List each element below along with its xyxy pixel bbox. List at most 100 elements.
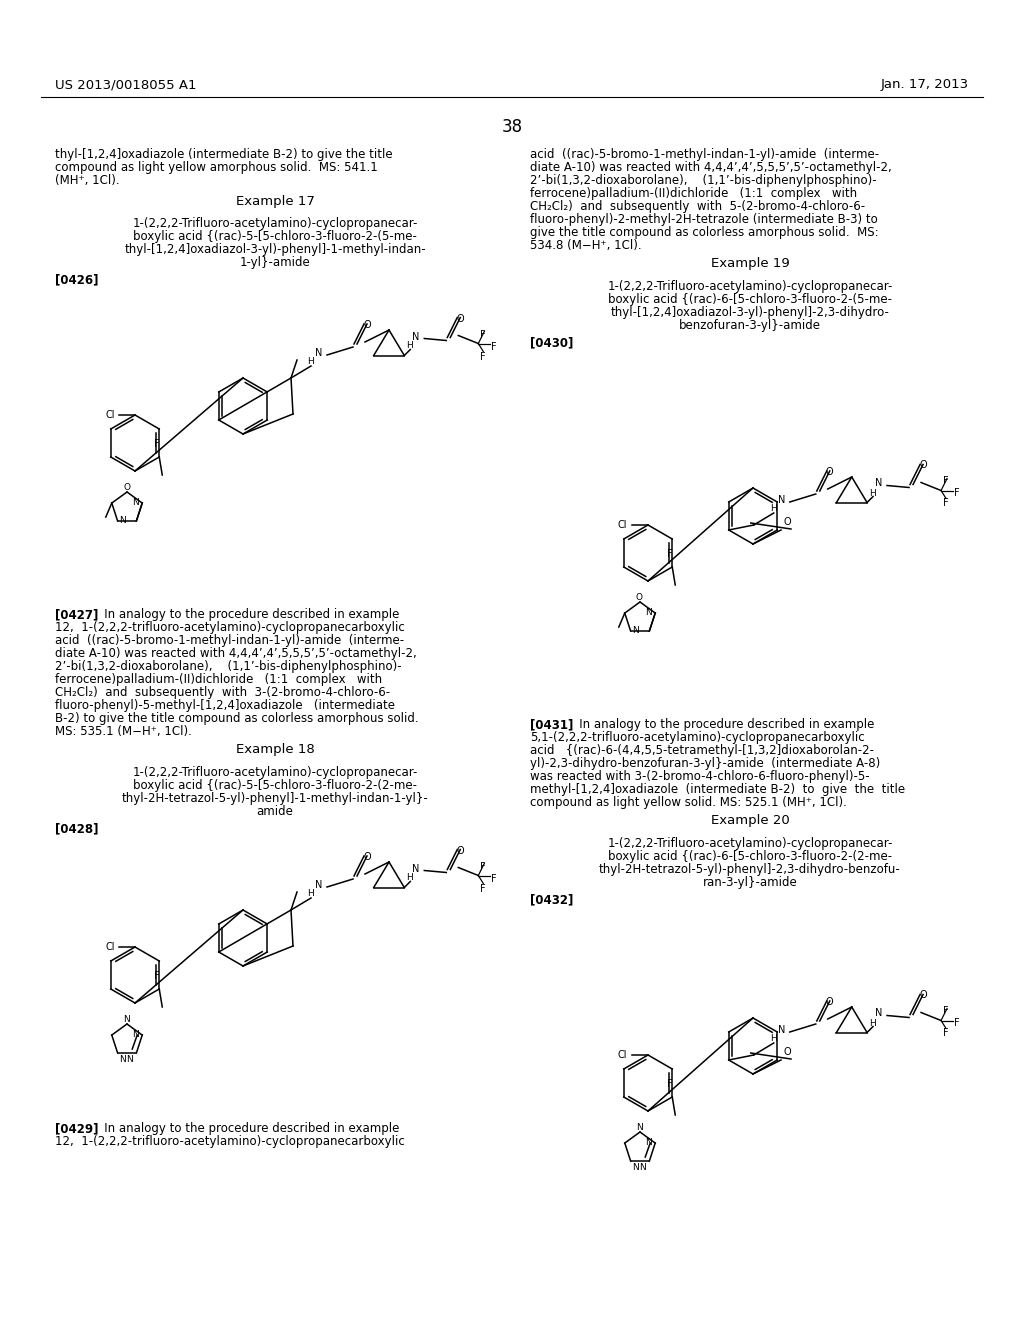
Text: F: F — [668, 1078, 673, 1089]
Text: Jan. 17, 2013: Jan. 17, 2013 — [881, 78, 969, 91]
Text: 534.8 (M−H⁺, 1Cl).: 534.8 (M−H⁺, 1Cl). — [530, 239, 642, 252]
Text: 1-yl}-amide: 1-yl}-amide — [240, 256, 310, 269]
Text: US 2013/0018055 A1: US 2013/0018055 A1 — [55, 78, 197, 91]
Text: yl)-2,3-dihydro-benzofuran-3-yl}-amide  (intermediate A-8): yl)-2,3-dihydro-benzofuran-3-yl}-amide (… — [530, 756, 881, 770]
Text: F: F — [155, 440, 160, 449]
Text: N: N — [876, 479, 883, 488]
Text: Example 17: Example 17 — [236, 195, 314, 209]
Text: fluoro-phenyl)-2-methyl-2H-tetrazole (intermediate B-3) to: fluoro-phenyl)-2-methyl-2H-tetrazole (in… — [530, 213, 878, 226]
Text: CH₂Cl₂)  and  subsequently  with  3-(2-bromo-4-chloro-6-: CH₂Cl₂) and subsequently with 3-(2-bromo… — [55, 686, 390, 700]
Text: amide: amide — [257, 805, 294, 818]
Text: O: O — [636, 593, 643, 602]
Text: 1-(2,2,2-Trifluoro-acetylamino)-cyclopropanecar-: 1-(2,2,2-Trifluoro-acetylamino)-cyclopro… — [132, 766, 418, 779]
Text: Cl: Cl — [618, 520, 628, 531]
Text: boxylic acid {(rac)-6-[5-chloro-3-fluoro-2-(5-me-: boxylic acid {(rac)-6-[5-chloro-3-fluoro… — [608, 293, 892, 306]
Text: F: F — [668, 549, 673, 558]
Text: N: N — [636, 1123, 643, 1133]
Text: ferrocene)palladium-(II)dichloride   (1:1  complex   with: ferrocene)palladium-(II)dichloride (1:1 … — [530, 187, 857, 201]
Text: H: H — [869, 1019, 876, 1027]
Text: F: F — [480, 862, 486, 871]
Text: H: H — [407, 342, 413, 351]
Text: boxylic acid {(rac)-5-[5-chloro-3-fluoro-2-(5-me-: boxylic acid {(rac)-5-[5-chloro-3-fluoro… — [133, 230, 417, 243]
Text: N: N — [120, 1055, 126, 1064]
Text: N: N — [315, 880, 323, 890]
Text: O: O — [920, 990, 927, 1001]
Text: F: F — [480, 883, 486, 894]
Text: O: O — [457, 314, 464, 323]
Text: N: N — [645, 609, 652, 616]
Text: 1-(2,2,2-Trifluoro-acetylamino)-cyclopropanecar-: 1-(2,2,2-Trifluoro-acetylamino)-cyclopro… — [132, 216, 418, 230]
Text: ran-3-yl}-amide: ran-3-yl}-amide — [702, 876, 798, 888]
Text: 1-(2,2,2-Trifluoro-acetylamino)-cyclopropanecar-: 1-(2,2,2-Trifluoro-acetylamino)-cyclopro… — [607, 837, 893, 850]
Text: compound as light yellow amorphous solid.  MS: 541.1: compound as light yellow amorphous solid… — [55, 161, 378, 174]
Text: N: N — [123, 1015, 130, 1024]
Text: give the title compound as colorless amorphous solid.  MS:: give the title compound as colorless amo… — [530, 226, 879, 239]
Text: N: N — [120, 516, 126, 525]
Text: [0426]: [0426] — [55, 273, 98, 286]
Text: N: N — [645, 1138, 652, 1147]
Text: acid   {(rac)-6-(4,4,5,5-tetramethyl-[1,3,2]dioxaborolan-2-: acid {(rac)-6-(4,4,5,5-tetramethyl-[1,3,… — [530, 744, 874, 756]
Text: F: F — [954, 1019, 959, 1028]
Text: H: H — [307, 356, 313, 366]
Text: thyl-2H-tetrazol-5-yl)-phenyl]-2,3-dihydro-benzofu-: thyl-2H-tetrazol-5-yl)-phenyl]-2,3-dihyd… — [599, 863, 901, 876]
Text: N: N — [132, 498, 139, 507]
Text: 12,  1-(2,2,2-trifluoro-acetylamino)-cyclopropanecarboxylic: 12, 1-(2,2,2-trifluoro-acetylamino)-cycl… — [55, 620, 404, 634]
Text: O: O — [362, 319, 371, 330]
Text: [0428]: [0428] — [55, 822, 98, 836]
Text: boxylic acid {(rac)-6-[5-chloro-3-fluoro-2-(2-me-: boxylic acid {(rac)-6-[5-chloro-3-fluoro… — [608, 850, 892, 863]
Text: thyl-[1,2,4]oxadiazol-3-yl)-phenyl]-2,3-dihydro-: thyl-[1,2,4]oxadiazol-3-yl)-phenyl]-2,3-… — [610, 306, 890, 319]
Text: Example 19: Example 19 — [711, 257, 790, 271]
Text: O: O — [783, 517, 791, 527]
Text: 2’-bi(1,3,2-dioxaborolane),    (1,1’-bis-diphenylphosphino)-: 2’-bi(1,3,2-dioxaborolane), (1,1’-bis-di… — [530, 174, 877, 187]
Text: diate A-10) was reacted with 4,4,4’,4’,5,5,5’,5’-octamethyl-2,: diate A-10) was reacted with 4,4,4’,4’,5… — [530, 161, 892, 174]
Text: [0427]: [0427] — [55, 609, 98, 620]
Text: ferrocene)palladium-(II)dichloride   (1:1  complex   with: ferrocene)palladium-(II)dichloride (1:1 … — [55, 673, 382, 686]
Text: H: H — [869, 488, 876, 498]
Text: fluoro-phenyl)-5-methyl-[1,2,4]oxadiazole   (intermediate: fluoro-phenyl)-5-methyl-[1,2,4]oxadiazol… — [55, 700, 395, 711]
Text: F: F — [943, 1028, 948, 1039]
Text: 38: 38 — [502, 117, 522, 136]
Text: H: H — [770, 504, 776, 513]
Text: F: F — [155, 972, 160, 981]
Text: F: F — [492, 342, 497, 351]
Text: Example 20: Example 20 — [711, 814, 790, 828]
Text: N: N — [132, 1030, 139, 1039]
Text: H: H — [307, 888, 313, 898]
Text: thyl-[1,2,4]oxadiazole (intermediate B-2) to give the title: thyl-[1,2,4]oxadiazole (intermediate B-2… — [55, 148, 392, 161]
Text: O: O — [825, 997, 834, 1007]
Text: Example 18: Example 18 — [236, 743, 314, 756]
Text: N: N — [639, 1163, 646, 1172]
Text: O: O — [123, 483, 130, 492]
Text: N: N — [413, 863, 420, 874]
Text: [0431]: [0431] — [530, 718, 573, 731]
Text: 1-(2,2,2-Trifluoro-acetylamino)-cyclopropanecar-: 1-(2,2,2-Trifluoro-acetylamino)-cyclopro… — [607, 280, 893, 293]
Text: methyl-[1,2,4]oxadiazole  (intermediate B-2)  to  give  the  title: methyl-[1,2,4]oxadiazole (intermediate B… — [530, 783, 905, 796]
Text: [0430]: [0430] — [530, 337, 573, 348]
Text: N: N — [778, 1026, 785, 1035]
Text: O: O — [783, 1047, 791, 1057]
Text: [0429]: [0429] — [55, 1122, 98, 1135]
Text: F: F — [943, 1006, 948, 1016]
Text: Cl: Cl — [618, 1049, 628, 1060]
Text: acid  ((rac)-5-bromo-1-methyl-indan-1-yl)-amide  (interme-: acid ((rac)-5-bromo-1-methyl-indan-1-yl)… — [55, 634, 404, 647]
Text: O: O — [457, 846, 464, 855]
Text: O: O — [825, 467, 834, 477]
Text: N: N — [413, 331, 420, 342]
Text: B-2) to give the title compound as colorless amorphous solid.: B-2) to give the title compound as color… — [55, 711, 419, 725]
Text: 2’-bi(1,3,2-dioxaborolane),    (1,1’-bis-diphenylphosphino)-: 2’-bi(1,3,2-dioxaborolane), (1,1’-bis-di… — [55, 660, 401, 673]
Text: N: N — [315, 348, 323, 358]
Text: MS: 535.1 (M−H⁺, 1Cl).: MS: 535.1 (M−H⁺, 1Cl). — [55, 725, 191, 738]
Text: thyl-[1,2,4]oxadiazol-3-yl)-phenyl]-1-methyl-indan-: thyl-[1,2,4]oxadiazol-3-yl)-phenyl]-1-me… — [124, 243, 426, 256]
Text: [0432]: [0432] — [530, 894, 573, 906]
Text: compound as light yellow solid. MS: 525.1 (MH⁺, 1Cl).: compound as light yellow solid. MS: 525.… — [530, 796, 847, 809]
Text: (MH⁺, 1Cl).: (MH⁺, 1Cl). — [55, 174, 120, 187]
Text: N: N — [876, 1008, 883, 1019]
Text: F: F — [954, 488, 959, 499]
Text: O: O — [362, 851, 371, 862]
Text: N: N — [778, 495, 785, 506]
Text: N: N — [633, 626, 639, 635]
Text: O: O — [920, 461, 927, 470]
Text: 12,  1-(2,2,2-trifluoro-acetylamino)-cyclopropanecarboxylic: 12, 1-(2,2,2-trifluoro-acetylamino)-cycl… — [55, 1135, 404, 1148]
Text: H: H — [770, 1034, 776, 1043]
Text: CH₂Cl₂)  and  subsequently  with  5-(2-bromo-4-chloro-6-: CH₂Cl₂) and subsequently with 5-(2-bromo… — [530, 201, 865, 213]
